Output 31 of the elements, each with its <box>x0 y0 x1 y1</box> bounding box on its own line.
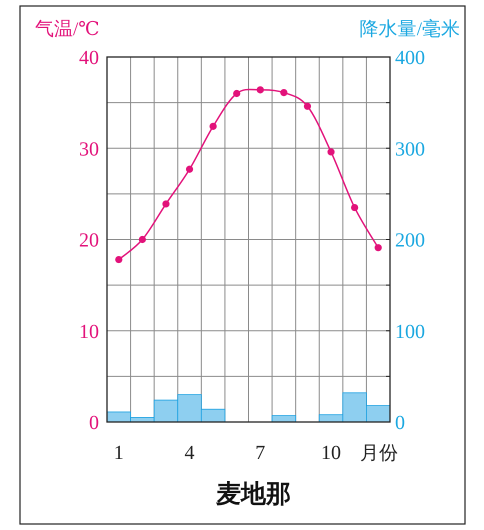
y2-axis-title: 降水量/毫米 <box>360 18 460 40</box>
y-tick-label: 0 <box>89 412 99 434</box>
point <box>210 122 217 130</box>
y-tick-label: 30 <box>79 138 99 160</box>
point <box>351 204 358 212</box>
x-tick-label: 4 <box>184 442 195 464</box>
point <box>233 90 240 98</box>
y-tick-label: 20 <box>79 230 99 252</box>
point <box>138 236 146 244</box>
point <box>186 166 194 173</box>
text: 麦地那 <box>215 480 291 508</box>
x-axis-title: 月份 <box>360 443 398 464</box>
y-axis-title: 气温/℃ <box>35 19 100 40</box>
x-tick-label: 1 <box>114 442 124 464</box>
point <box>327 148 335 156</box>
y-tick-label: 10 <box>79 320 99 343</box>
point <box>256 86 264 94</box>
y2-tick-label: 300 <box>395 138 425 160</box>
y2-tick-label: 100 <box>395 320 425 343</box>
y2-tick-label: 0 <box>395 412 405 434</box>
y-tick-label: 40 <box>79 47 99 69</box>
point <box>374 244 382 252</box>
point <box>304 102 312 110</box>
point <box>115 256 122 264</box>
bar <box>272 415 296 422</box>
y2-tick-label: 200 <box>395 230 425 252</box>
y2-tick-label: 400 <box>395 47 425 69</box>
point <box>280 88 288 96</box>
point <box>162 200 170 208</box>
x-tick-label: 7 <box>255 442 266 464</box>
x-tick-label: 10 <box>321 442 342 464</box>
